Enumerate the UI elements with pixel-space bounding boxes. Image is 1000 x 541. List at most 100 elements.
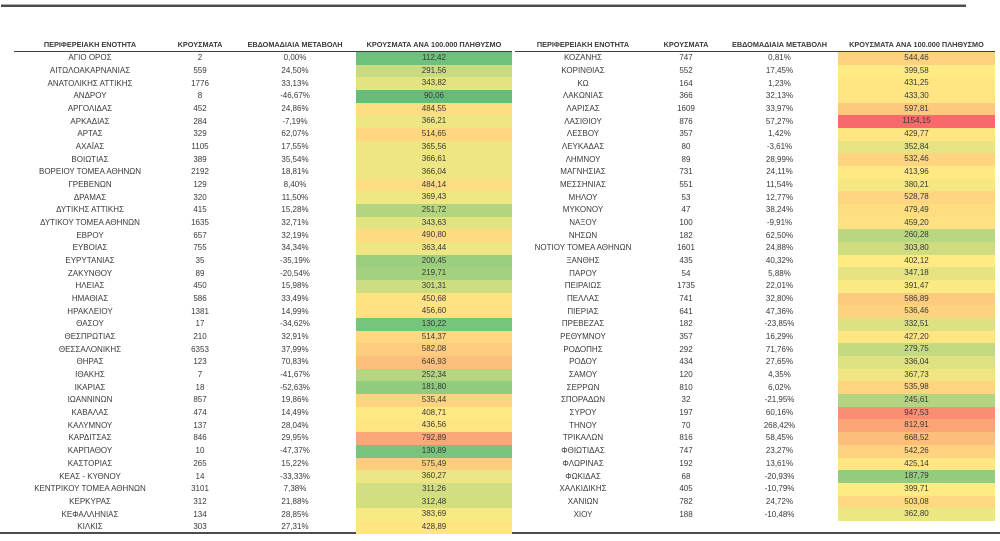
table-row: ΚΟΡΙΝΘΙΑΣ 552 17,45% 399,58	[515, 64, 995, 78]
region-cell: ΜΗΛΟΥ	[568, 192, 598, 202]
cases-cell: 405	[679, 484, 693, 494]
table-row: ΧΑΝΙΩΝ 782 24,72% 503,08	[515, 495, 995, 509]
weekly-change-cell: 6,02%	[768, 382, 791, 392]
region-cell: ΚΑΒΑΛΑΣ	[71, 408, 109, 418]
cases-cell: 14	[195, 471, 205, 481]
table-row: ΠΑΡΟΥ 54 5,88% 347,18	[515, 267, 995, 281]
cases-per-100k-cell: 312,48	[356, 495, 512, 509]
cases-per-100k-cell: 112,42	[356, 52, 512, 65]
region-cell: ΧΙΟΥ	[573, 509, 593, 519]
region-cell: ΑΙΤΩΛΟΑΚΑΡΝΑΝΙΑΣ	[49, 66, 131, 75]
region-cell: ΙΩΑΝΝΙΝΩΝ	[67, 395, 113, 405]
cases-cell: 435	[679, 256, 693, 266]
cases-cell: 782	[679, 496, 693, 506]
column-header-regional-unit: ΠΕΡΙΦΕΡΕΙΑΚΗ ΕΝΟΤΗΤΑ	[43, 39, 137, 49]
cases-cell: 70	[681, 420, 691, 430]
cases-cell: 292	[679, 344, 693, 354]
weekly-change-cell: 27,65%	[765, 357, 794, 367]
column-header-weekly-change: ΕΒΔΟΜΑΔΙΑΙΑ ΜΕΤΑΒΟΛΗ	[247, 39, 343, 49]
weekly-change-cell: 19,86%	[281, 395, 309, 405]
table-row: ΕΥΡΥΤΑΝΙΑΣ 35 -35,19% 200,45	[14, 254, 512, 268]
cases-per-100k-cell: 399,71	[838, 482, 995, 496]
cases-cell: 657	[193, 230, 207, 240]
weekly-change-cell: 32,91%	[281, 332, 309, 342]
region-cell: ΑΓΙΟ ΟΡΟΣ	[68, 53, 112, 63]
weekly-change-cell: 15,98%	[281, 281, 309, 291]
table-row: ΜΗΛΟΥ 53 12,77% 528,78	[515, 191, 995, 205]
region-cell: ΑΝΑΤΟΛΙΚΗΣ ΑΤΤΙΚΗΣ	[47, 78, 133, 88]
region-cell: ΠΑΡΟΥ	[569, 268, 597, 278]
cases-cell: 3101	[191, 484, 209, 494]
table-row: ΧΑΛΚΙΔΙΚΗΣ 405 -10,79% 399,71	[515, 482, 995, 496]
weekly-change-cell: 29,95%	[281, 433, 309, 443]
cases-per-100k-cell: 360,27	[356, 470, 512, 483]
table-row: ΔΥΤΙΚΗΣ ΑΤΤΙΚΗΣ 415 15,28% 251,72	[14, 204, 512, 217]
weekly-change-cell: 0,81%	[768, 53, 791, 63]
table-row: ΚΑΡΔΙΤΣΑΣ 846 29,95% 792,89	[14, 432, 512, 445]
weekly-change-cell: 24,11%	[766, 167, 793, 177]
cases-cell: 389	[193, 154, 207, 164]
table-row: ΚΑΒΑΛΑΣ 474 14,49% 408,71	[14, 406, 512, 420]
cases-per-100k-cell: 303,80	[838, 242, 995, 255]
cases-per-100k-cell: 362,80	[838, 508, 995, 521]
weekly-change-cell: 28,99%	[765, 154, 794, 164]
region-cell: ΚΕΝΤΡΙΚΟΥ ΤΟΜΕΑ ΑΘΗΝΩΝ	[34, 484, 146, 494]
cases-cell: 1776	[191, 78, 209, 88]
cases-cell: 747	[679, 446, 693, 456]
table-row: ΦΘΙΩΤΙΔΑΣ 747 23,27% 542,26	[515, 444, 995, 458]
cases-cell: 1635	[191, 218, 209, 228]
weekly-change-cell: 28,04%	[281, 420, 309, 430]
cases-cell: 8	[197, 91, 203, 101]
table-row: ΑΝΔΡΟΥ 8 -46,67% 90,06	[14, 90, 512, 103]
left-table-header-row: ΠΕΡΙΦΕΡΕΙΑΚΗ ΕΝΟΤΗΤΑ ΚΡΟΥΣΜΑΤΑ ΕΒΔΟΜΑΔΙΑ…	[14, 38, 512, 52]
table-row: ΛΗΜΝΟΥ 89 28,99% 532,46	[515, 153, 995, 167]
cases-per-100k-cell: 413,96	[838, 166, 995, 179]
cases-cell: 284	[193, 116, 207, 126]
table-row: ΤΡΙΚΑΛΩΝ 816 58,45% 668,52	[515, 432, 995, 445]
cases-per-100k-cell: 343,63	[356, 216, 512, 230]
cases-per-100k-cell: 279,75	[838, 343, 995, 357]
table-row: ΚΕΦΑΛΛΗΝΙΑΣ 134 28,85% 383,69	[14, 508, 512, 521]
region-cell: ΛΑΣΙΘΙΟΥ	[564, 116, 602, 126]
cases-per-100k-cell: 479,49	[838, 204, 995, 217]
table-row: ΑΓΙΟ ΟΡΟΣ 2 0,00% 112,42	[14, 52, 512, 65]
region-cell: ΔΥΤΙΚΟΥ ΤΟΜΕΑ ΑΘΗΝΩΝ	[40, 218, 140, 228]
weekly-change-cell: 21,88%	[281, 496, 309, 506]
weekly-change-cell: 23,27%	[765, 446, 794, 456]
weekly-change-cell: 62,50%	[765, 230, 794, 240]
region-cell: ΘΗΡΑΣ	[76, 357, 104, 367]
region-cell: ΕΒΡΟΥ	[76, 230, 104, 240]
region-cell: ΚΟΖΑΝΗΣ	[563, 53, 603, 63]
region-cell: ΚΕΑΣ - ΚΥΘΝΟΥ	[59, 471, 121, 481]
cases-cell: 452	[193, 104, 207, 114]
cases-cell: 586	[193, 294, 207, 304]
region-cell: ΦΘΙΩΤΙΔΑΣ	[561, 446, 605, 456]
cases-cell: 210	[193, 332, 207, 342]
region-cell: ΚΩ	[577, 78, 589, 88]
cases-cell: 474	[193, 408, 207, 418]
cases-cell: 329	[193, 129, 207, 139]
cases-per-100k-cell: 245,61	[838, 394, 995, 407]
cases-per-100k-cell: 383,69	[356, 508, 512, 521]
weekly-change-cell: 15,22%	[281, 458, 309, 468]
table-row: ΚΑΡΠΑΘΟΥ 10 -47,37% 130,89	[14, 444, 512, 458]
table-row: ΑΝΑΤΟΛΙΚΗΣ ΑΤΤΙΚΗΣ 1776 33,13% 343,82	[14, 77, 512, 91]
table-row: ΚΑΛΥΜΝΟΥ 137 28,04% 436,56	[14, 419, 512, 433]
table-row: ΒΟΙΩΤΙΑΣ 389 35,54% 366,61	[14, 153, 512, 167]
cases-cell: 303	[193, 522, 207, 532]
weekly-change-cell: 22,01%	[765, 281, 794, 291]
right-table-body: ΚΟΖΑΝΗΣ 747 0,81% 544,46 ΚΟΡΙΝΘΙΑΣ 552 17,45% 3…	[515, 52, 995, 521]
cases-per-100k-cell: 456,60	[356, 305, 512, 319]
cases-cell: 434	[679, 357, 693, 367]
cases-cell: 1381	[191, 306, 209, 316]
region-cell: ΙΘΑΚΗΣ	[75, 370, 105, 380]
cases-cell: 137	[193, 420, 207, 430]
table-row: ΝΑΞΟΥ 100 -9,91% 459,20	[515, 216, 995, 230]
region-cell: ΡΟΔΟΥ	[569, 357, 597, 367]
region-cell: ΑΡΚΑΔΙΑΣ	[70, 116, 110, 126]
weekly-change-cell: 268,42%	[763, 420, 796, 430]
table-row: ΓΡΕΒΕΝΩΝ 129 8,40% 484,14	[14, 178, 512, 192]
cases-cell: 876	[679, 116, 693, 126]
cases-cell: 35	[195, 256, 205, 266]
cases-cell: 134	[193, 509, 207, 519]
